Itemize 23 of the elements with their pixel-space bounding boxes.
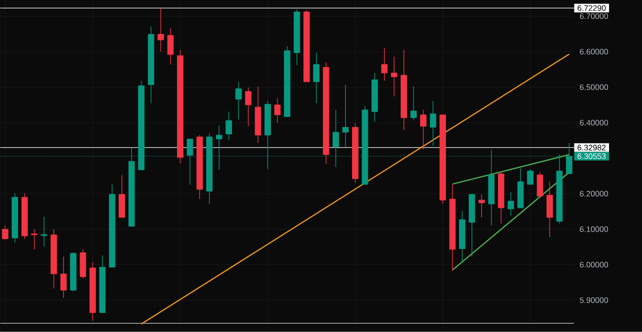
candlestick bbox=[527, 168, 534, 185]
candlestick bbox=[536, 172, 544, 197]
candlestick bbox=[40, 216, 48, 247]
candlestick bbox=[313, 52, 320, 104]
candlestick bbox=[158, 8, 164, 52]
candlestick bbox=[235, 82, 242, 120]
candlestick bbox=[167, 28, 174, 65]
candlestick bbox=[31, 228, 38, 250]
candlestick bbox=[410, 86, 417, 121]
candlestick bbox=[60, 256, 67, 298]
candlestick bbox=[390, 56, 398, 97]
candlestick bbox=[245, 87, 252, 127]
candlestick bbox=[342, 84, 349, 148]
candlestick bbox=[508, 192, 514, 216]
candlestick bbox=[546, 181, 553, 238]
candlestick bbox=[478, 194, 485, 218]
candlestick bbox=[420, 110, 426, 150]
candlestick bbox=[274, 98, 281, 124]
candlestick bbox=[226, 111, 232, 140]
candlestick bbox=[2, 225, 8, 240]
candlestick bbox=[430, 100, 436, 146]
candlestick bbox=[381, 47, 388, 82]
candlestick bbox=[118, 174, 126, 218]
